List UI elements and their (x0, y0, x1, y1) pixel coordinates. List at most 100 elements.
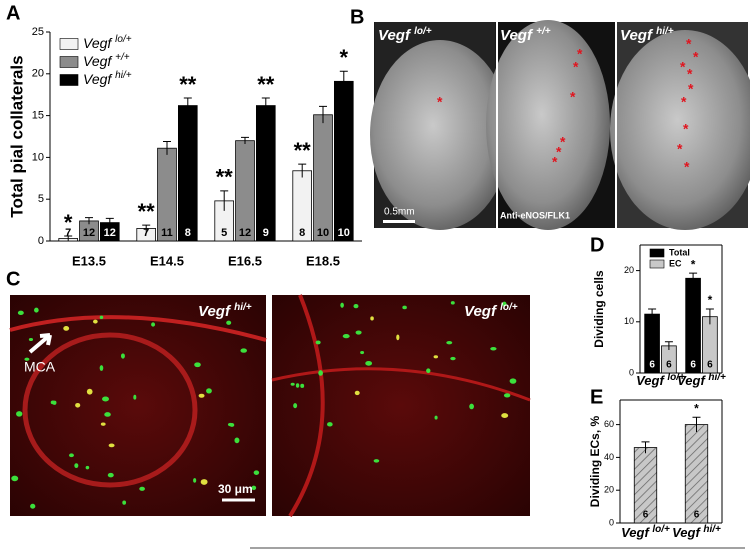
n-label: 6 (690, 360, 696, 371)
error-bar (689, 272, 698, 284)
y-tick-label: 20 (624, 265, 634, 275)
y-tick-label: 5 (38, 193, 44, 205)
n-label: 12 (104, 227, 116, 239)
y-axis-label: Dividing cells (592, 270, 606, 348)
y-tick-label: 10 (32, 151, 44, 163)
bar (313, 114, 333, 242)
scale-bar-label: 0.5mm (384, 207, 415, 218)
error-bar (163, 141, 171, 155)
svg-text:*: * (680, 59, 686, 75)
x-tick-label: E14.5 (150, 253, 184, 268)
significance: ** (257, 72, 275, 97)
n-label: 5 (221, 227, 227, 239)
stain-label: Anti-eNOS/FLK1 (500, 210, 570, 220)
bar (333, 80, 354, 242)
error-bar (261, 97, 270, 114)
svg-text:*: * (687, 66, 693, 82)
n-label: 12 (83, 227, 95, 239)
x-tick-label: Vegf lo/+ (636, 372, 685, 389)
error-bar (692, 416, 701, 432)
y-tick-label: 0 (609, 517, 614, 527)
image-label: Vegf hi/+ (620, 26, 674, 44)
significance: * (691, 257, 696, 271)
svg-text:*: * (681, 94, 687, 110)
x-tick-label: E16.5 (228, 253, 262, 268)
legend-swatch (59, 56, 79, 68)
y-tick-label: 20 (604, 485, 614, 495)
image-label: Vegf hi/+ (198, 302, 252, 320)
error-bar (705, 308, 714, 325)
svg-text:*: * (693, 49, 699, 65)
svg-text:*: * (677, 141, 683, 157)
image-panel-b: * *** *** *** * ***** (370, 20, 750, 230)
error-bar (220, 190, 229, 211)
bar (684, 424, 709, 524)
svg-text:*: * (577, 46, 583, 62)
n-label: 7 (65, 227, 71, 239)
n-label: 12 (239, 227, 251, 239)
n-label: 6 (694, 510, 700, 521)
n-label: 8 (185, 227, 191, 239)
image-panel-c (9, 294, 531, 518)
legend-swatch (649, 248, 665, 258)
error-bar (664, 341, 673, 350)
y-tick-label: 10 (624, 316, 634, 326)
n-label: 7 (143, 227, 149, 239)
error-bar (298, 163, 307, 178)
significance: * (64, 210, 73, 235)
n-label: 10 (338, 227, 350, 239)
y-tick-label: 0 (629, 367, 634, 377)
significance: ** (179, 72, 197, 97)
x-tick-label: Vegf hi/+ (677, 372, 726, 389)
y-axis-label: Total pial collaterals (7, 55, 26, 217)
significance: ** (138, 199, 156, 224)
error-bar (641, 441, 650, 454)
y-tick-label: 15 (32, 110, 44, 122)
panel-label: E (590, 386, 603, 408)
error-bar (105, 217, 114, 227)
n-label: 6 (649, 360, 655, 371)
svg-text:*: * (688, 81, 694, 97)
legend-swatch (59, 74, 79, 86)
n-label: 8 (299, 227, 305, 239)
panel-label: B (350, 6, 364, 28)
image-label: Vegf lo/+ (378, 26, 432, 44)
svg-text:*: * (573, 59, 579, 75)
svg-text:*: * (570, 89, 576, 105)
error-bar (85, 217, 93, 225)
n-label: 9 (263, 227, 269, 239)
bar (177, 105, 198, 242)
y-tick-label: 60 (604, 419, 614, 429)
y-axis-label: Dividing ECs, % (588, 416, 602, 508)
legend-label: Vegf lo/+ (83, 34, 132, 51)
significance: * (694, 401, 699, 415)
error-bar (64, 235, 73, 241)
legend-label: EC (669, 258, 682, 268)
legend-swatch (59, 38, 79, 50)
y-tick-label: 25 (32, 26, 44, 38)
significance: * (340, 45, 349, 70)
significance: ** (216, 165, 234, 190)
x-tick-label: Vegf hi/+ (672, 524, 721, 541)
x-tick-label: Vegf lo/+ (621, 524, 670, 541)
error-bar (241, 136, 249, 145)
svg-text:*: * (560, 134, 566, 150)
arrow-label: MCA (24, 359, 56, 375)
error-bar (183, 97, 192, 114)
error-bar (319, 105, 327, 124)
n-label: 6 (707, 360, 713, 371)
svg-text:*: * (686, 36, 692, 52)
error-bar (142, 224, 151, 232)
error-bar (648, 308, 657, 320)
panel-label: C (6, 268, 20, 290)
significance: * (708, 293, 713, 307)
error-bar (339, 70, 348, 92)
svg-text:*: * (552, 154, 558, 170)
y-tick-label: 20 (32, 68, 44, 80)
n-label: 11 (161, 227, 173, 239)
panel-label: A (6, 2, 20, 24)
bar (255, 105, 276, 242)
